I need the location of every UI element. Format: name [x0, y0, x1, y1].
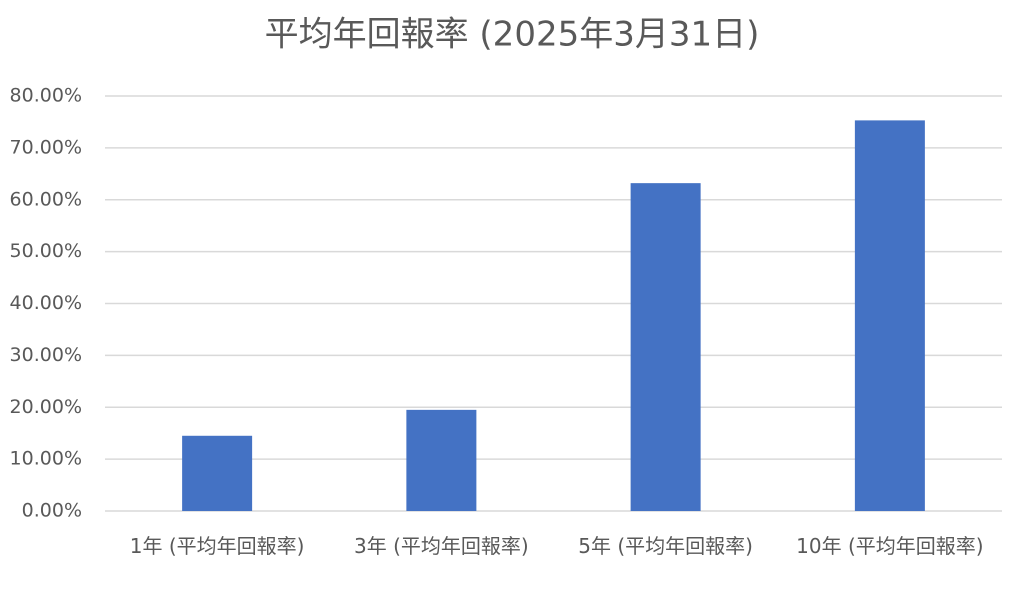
- x-tick-label: 3年 (平均年回報率): [354, 534, 529, 558]
- y-tick-label: 10.00%: [10, 448, 82, 470]
- y-tick-label: 40.00%: [10, 292, 82, 314]
- y-tick-label: 50.00%: [10, 240, 82, 262]
- bar: [182, 435, 253, 511]
- bar: [406, 409, 477, 511]
- chart-title: 平均年回報率 (2025年3月31日): [265, 15, 760, 55]
- bar: [854, 120, 925, 511]
- y-tick-label: 0.00%: [22, 500, 82, 522]
- y-tick-label: 20.00%: [10, 396, 82, 418]
- bar: [630, 183, 701, 511]
- y-tick-label: 30.00%: [10, 344, 82, 366]
- y-tick-label: 60.00%: [10, 188, 82, 210]
- y-tick-label: 80.00%: [10, 85, 82, 107]
- x-tick-label: 5年 (平均年回報率): [578, 534, 753, 558]
- x-tick-label: 10年 (平均年回報率): [796, 534, 984, 558]
- y-tick-label: 70.00%: [10, 136, 82, 158]
- x-tick-label: 1年 (平均年回報率): [129, 534, 305, 558]
